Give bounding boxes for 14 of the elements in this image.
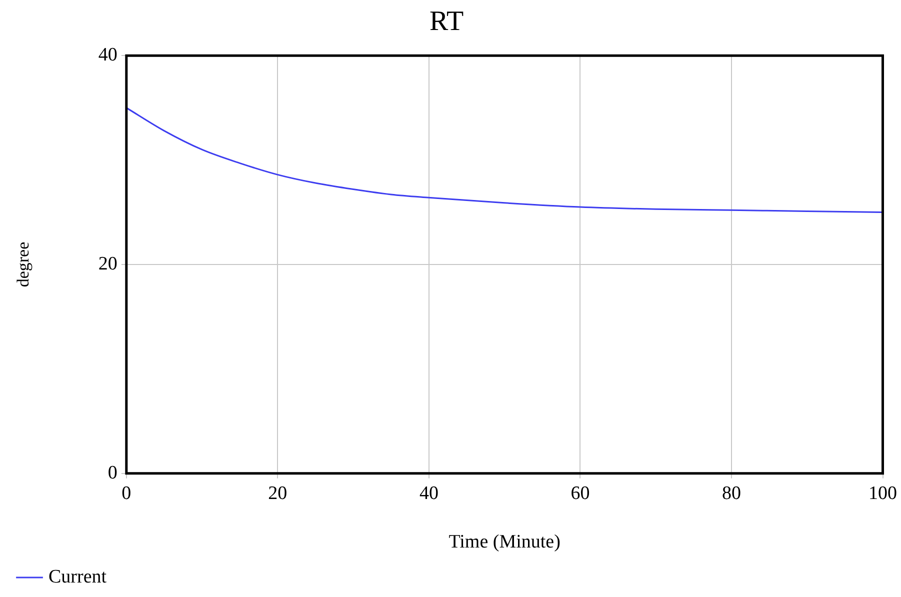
x-tick-label: 80 bbox=[722, 482, 741, 504]
x-axis-title: Time (Minute) bbox=[448, 532, 560, 553]
x-tick-label: 20 bbox=[268, 482, 288, 504]
y-tick-label: 40 bbox=[98, 44, 118, 66]
chart-title: RT bbox=[429, 6, 464, 38]
y-axis-title: degree bbox=[14, 242, 33, 288]
line-series bbox=[126, 107, 883, 214]
x-tick-label: 0 bbox=[122, 482, 132, 504]
legend-label: Current bbox=[48, 566, 108, 588]
y-tick-label: 20 bbox=[98, 253, 118, 274]
y-tick-label: 0 bbox=[108, 462, 118, 484]
x-tick-label: 40 bbox=[419, 482, 438, 504]
x-tick-label: 60 bbox=[570, 482, 590, 504]
x-tick-label: 100 bbox=[868, 482, 897, 504]
